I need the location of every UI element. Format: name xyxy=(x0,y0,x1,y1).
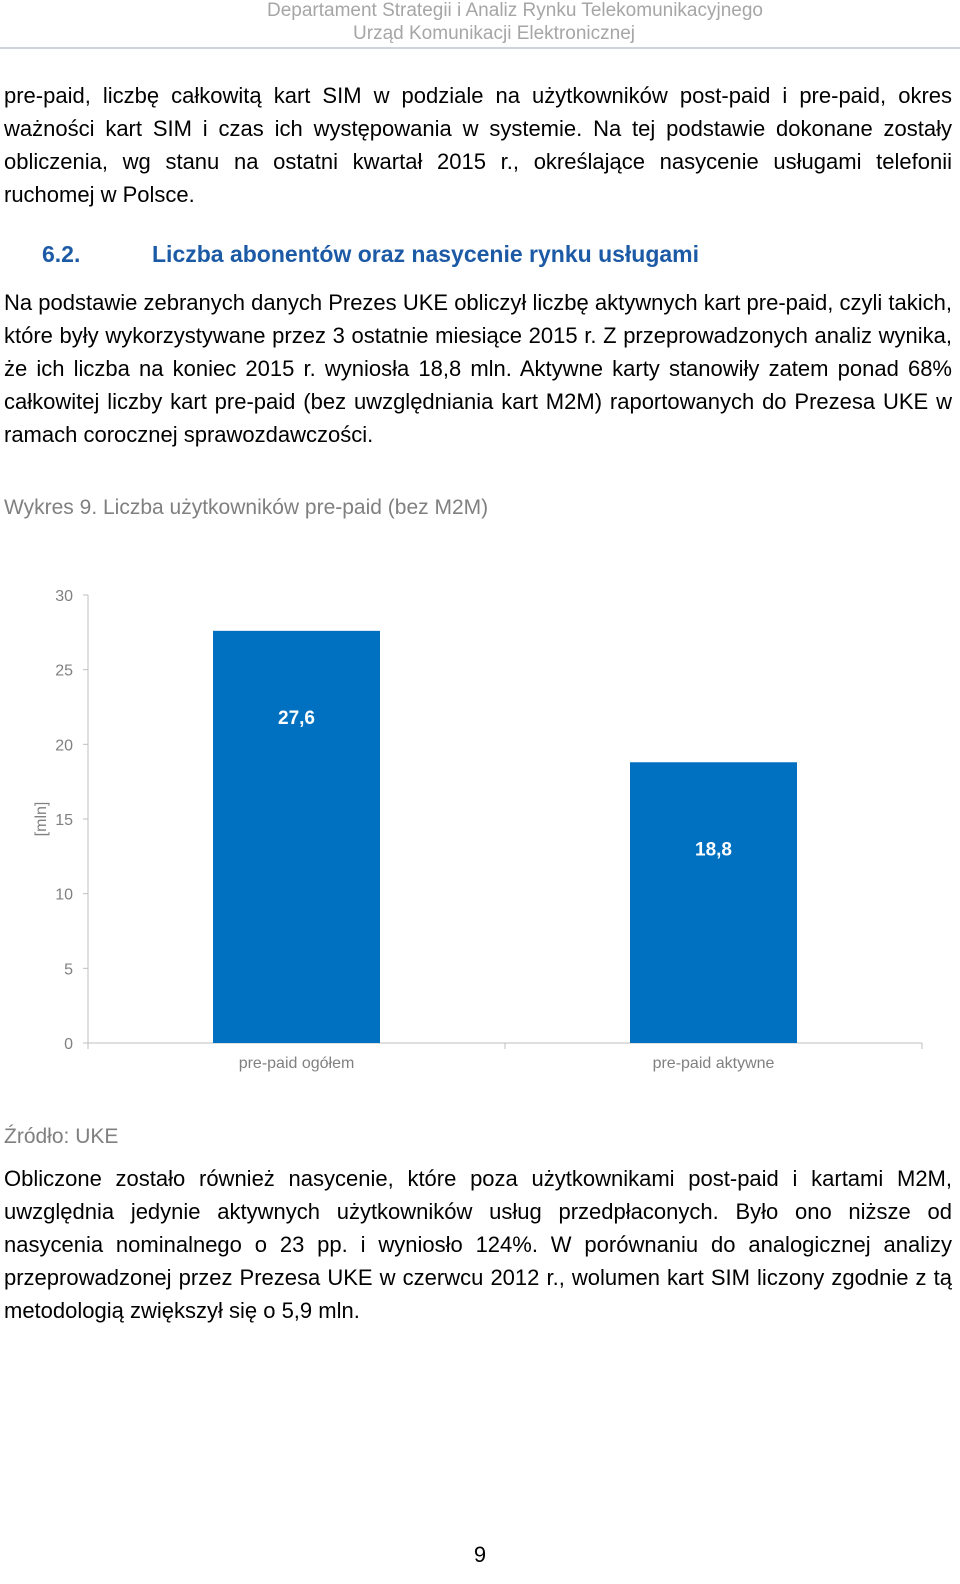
y-tick-label: 30 xyxy=(55,588,73,605)
bar-1 xyxy=(213,630,380,1043)
y-tick-label: 10 xyxy=(55,887,73,904)
page-header: Departament Strategii i Analiz Rynku Tel… xyxy=(0,0,960,49)
y-tick-label: 25 xyxy=(55,663,73,680)
figure-caption: Wykres 9. Liczba użytkowników pre-paid (… xyxy=(4,496,489,519)
header-office: Urząd Komunikacji Elektronicznej xyxy=(353,23,635,44)
y-tick-label: 20 xyxy=(55,737,73,754)
header-department: Departament Strategii i Analiz Rynku Tel… xyxy=(266,0,763,21)
data-label-2: 18,8 xyxy=(695,839,732,860)
y-tick-label: 0 xyxy=(64,1036,73,1053)
main-paragraph: Na podstawie zebranych danych Prezes UKE… xyxy=(4,290,952,447)
section-number: 6.2. xyxy=(42,241,81,267)
bar-2 xyxy=(630,762,797,1043)
category-label-1: pre-paid ogółem xyxy=(239,1055,355,1072)
y-axis-label: [mln] xyxy=(33,802,50,837)
conclusion-paragraph: Obliczone zostało również nasycenie, któ… xyxy=(4,1166,952,1323)
intro-paragraph: pre-paid, liczbę całkowitą kart SIM w po… xyxy=(4,83,952,207)
section-heading: 6.2. Liczba abonentów oraz nasycenie rynk… xyxy=(42,241,699,268)
y-tick-label: 5 xyxy=(64,961,73,978)
data-label-1: 27,6 xyxy=(278,708,315,729)
header-divider xyxy=(0,47,960,49)
category-label-2: pre-paid aktywne xyxy=(653,1055,775,1072)
section-title: Liczba abonentów oraz nasycenie rynku us… xyxy=(152,241,700,267)
bar-chart: 0 5 10 15 20 25 30 [mln] 27,6 pre-paid ogółem 18,8… xyxy=(33,588,923,1072)
page-number: 9 xyxy=(473,1542,487,1567)
source-note: Źródło: UKE xyxy=(4,1125,119,1148)
y-tick-label: 15 xyxy=(55,812,73,829)
